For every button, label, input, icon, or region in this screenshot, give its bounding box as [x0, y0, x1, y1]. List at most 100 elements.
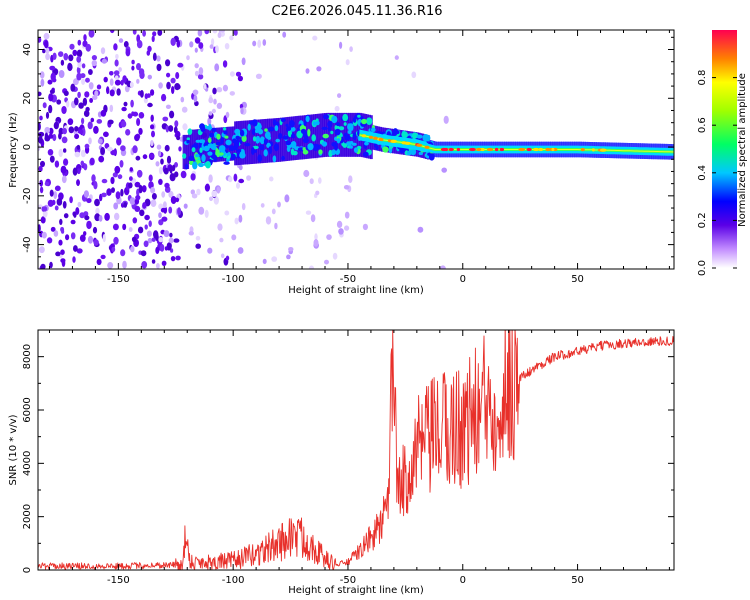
heat-speckle	[231, 234, 237, 241]
tone-blotch	[216, 133, 221, 140]
heat-speckle	[135, 155, 141, 161]
tone-blotch	[318, 149, 323, 155]
heat-speckle	[114, 59, 119, 67]
tone-blotch	[211, 127, 217, 132]
heat-speckle	[45, 111, 50, 119]
heat-speckle	[169, 232, 173, 238]
heat-speckle	[417, 226, 424, 233]
tone-hotspot	[369, 135, 373, 139]
tone-blotch	[192, 161, 198, 170]
tone-blotch	[239, 138, 243, 144]
heat-speckle	[48, 104, 53, 114]
heat-speckle	[186, 55, 190, 61]
heat-speckle	[83, 163, 88, 171]
heat-speckle	[150, 124, 155, 130]
heat-speckle	[85, 77, 90, 83]
heat-speckle	[344, 225, 350, 231]
heat-speckle	[246, 175, 252, 181]
heat-speckle	[265, 216, 272, 225]
tone-halo	[269, 118, 272, 163]
heat-speckle	[81, 127, 86, 137]
heat-speckle	[46, 237, 53, 244]
heat-speckle	[141, 261, 148, 269]
colorbar-gradient	[712, 30, 737, 268]
snr-ytick-label: 4000	[22, 451, 33, 476]
tone-blotch	[344, 134, 351, 141]
heat-speckle	[100, 109, 107, 117]
heat-speckle	[138, 112, 145, 119]
heat-speckle	[49, 89, 55, 94]
heat-speckle	[92, 226, 98, 234]
tone-blotch	[273, 143, 279, 152]
snr-ytick-label: 8000	[22, 344, 33, 369]
tone-halo	[182, 134, 186, 169]
heat-speckle	[177, 62, 184, 68]
tone-blotch	[188, 155, 195, 161]
tone-blotch	[316, 120, 320, 126]
heat-speckle	[174, 83, 181, 91]
heat-speckle	[150, 114, 154, 123]
heat-speckle	[193, 94, 198, 103]
tone-blotch	[239, 152, 246, 159]
heat-speckle	[73, 245, 78, 252]
heat-speckle	[76, 56, 82, 63]
tone-blotch	[302, 149, 309, 155]
heat-speckle	[189, 41, 194, 48]
heat-speckle	[140, 250, 147, 257]
heat-speckle	[163, 167, 169, 175]
tone-blotch	[241, 135, 247, 142]
tone-blotch	[258, 144, 265, 151]
heat-speckle	[332, 252, 338, 260]
heat-speckle	[216, 186, 221, 194]
heat-speckle	[38, 122, 41, 131]
heat-speckle	[191, 193, 198, 199]
heat-speckle	[217, 223, 223, 231]
heat-speckle	[114, 79, 121, 86]
tone-blotch	[272, 119, 277, 126]
spectrogram-xlabel: Height of straight line (km)	[288, 285, 424, 296]
heat-speckle	[224, 210, 230, 216]
heat-speckle	[42, 206, 48, 212]
heat-speckle	[336, 220, 343, 228]
heat-speckle	[271, 208, 276, 215]
heat-speckle	[170, 77, 176, 84]
heat-speckle	[131, 65, 135, 71]
tone-halo	[221, 127, 224, 162]
heat-speckle	[338, 228, 344, 235]
tone-blotch	[205, 125, 213, 130]
heat-speckle	[128, 227, 133, 232]
heat-speckle	[39, 115, 43, 121]
snr-panel: -150 -100 -50 0 50 0 2000 4000 6000 8000 Height o…	[8, 329, 675, 596]
tone-halo	[280, 117, 283, 162]
tone-blotch	[362, 151, 369, 157]
tone-halo	[327, 112, 331, 157]
tone-blotch	[281, 155, 285, 161]
tone-blotch	[321, 126, 328, 130]
heat-speckle	[95, 207, 100, 215]
heat-speckle	[252, 40, 257, 47]
heat-speckle	[192, 89, 199, 96]
heat-speckle	[93, 181, 98, 190]
tone-blotch	[228, 145, 235, 152]
tone-halo	[270, 118, 274, 163]
tone-hotspot	[518, 147, 526, 152]
heat-speckle	[215, 45, 219, 53]
heat-speckle	[160, 207, 166, 213]
tone-blotch	[347, 123, 354, 127]
heat-speckle	[441, 167, 448, 173]
heat-speckle	[83, 231, 87, 236]
tone-blotch	[205, 161, 211, 169]
heat-speckle	[326, 234, 332, 241]
spectrogram-xtick-label: 50	[571, 274, 584, 285]
heat-speckle	[85, 43, 92, 52]
heat-speckle	[194, 37, 201, 44]
heat-speckle	[38, 135, 43, 144]
heat-speckle	[118, 38, 124, 43]
heat-speckle	[170, 196, 177, 204]
heat-speckle	[158, 237, 164, 243]
heat-speckle	[158, 82, 163, 89]
heat-speckle	[132, 217, 138, 224]
heat-speckle	[166, 81, 171, 90]
heat-speckle	[53, 230, 59, 237]
heat-speckle	[229, 35, 234, 41]
